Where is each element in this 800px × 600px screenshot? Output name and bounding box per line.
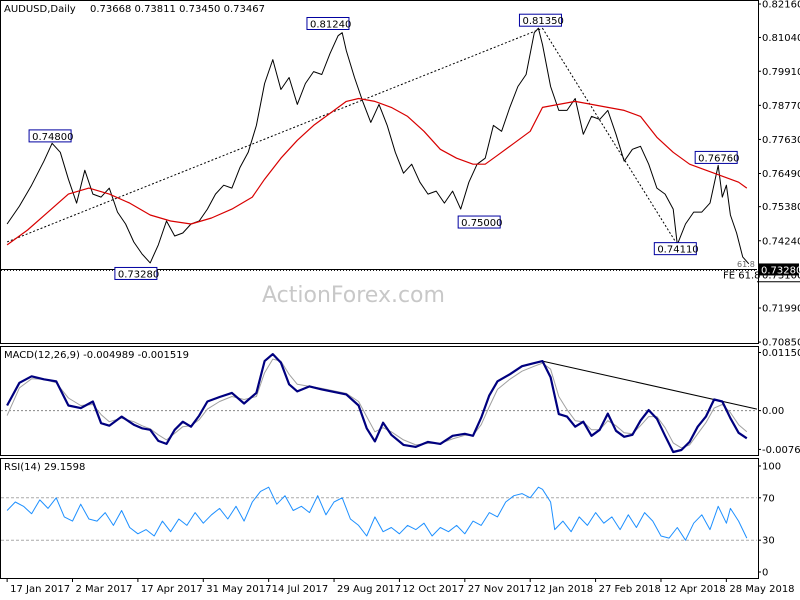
- annotation-label: 0.74800: [32, 132, 73, 143]
- macd-y-tick-label: 0.011508: [762, 348, 800, 359]
- rsi-y-tick-label: 30: [762, 536, 775, 547]
- annotation-label: 0.74110: [657, 245, 698, 256]
- macd-layer: 0.011508 0.00 -0.007694: [1, 348, 800, 456]
- price-y-tick-label: 0.76490: [762, 169, 800, 180]
- annotation-label: 0.76760: [698, 153, 739, 164]
- annotation-label: 0.73280: [118, 269, 159, 280]
- annotation-box: [694, 150, 738, 164]
- x-tick-label: 27 Nov 2017: [468, 584, 532, 595]
- price-y-tick-label: 0.77630: [762, 135, 800, 146]
- rsi-layer: 100 70 30 0: [1, 462, 781, 579]
- annotation-box: [518, 13, 562, 27]
- annotation-box: [457, 215, 501, 229]
- current-price-label: 0.73280: [761, 265, 800, 276]
- x-tick-label: 17 Jan 2017: [10, 584, 70, 595]
- price-y-tick-label: 0.78770: [762, 101, 800, 112]
- price-panel-frame: [0, 0, 759, 344]
- price-y-tick-label: 0.79910: [762, 67, 800, 78]
- trendline: [6, 27, 543, 243]
- price-y-tick-label: 0.70850: [762, 338, 800, 349]
- price-y-tick-label: 0.81040: [762, 33, 800, 44]
- rsi-line: [6, 486, 748, 541]
- price-y-tick-label: 0.73100: [762, 270, 800, 281]
- price-y-tick-label: 0.75380: [762, 202, 800, 213]
- rsi-y-tick-label: 0: [762, 568, 768, 579]
- annotation-label: 0.81350: [522, 16, 563, 27]
- macd-signal-line: [6, 358, 748, 449]
- macd-y-tick-label: -0.007694: [762, 445, 800, 456]
- rsi-y-tick-label: 100: [762, 462, 781, 473]
- moving-average-line: [6, 97, 748, 246]
- trendline: [542, 27, 678, 245]
- x-tick-label: 31 May 2017: [206, 584, 271, 595]
- fe-label: FE 61.8: [723, 271, 761, 282]
- watermark: ActionForex.com: [262, 283, 445, 308]
- macd-trendline: [542, 360, 758, 410]
- price-y-tick-label: 0.82160: [762, 0, 800, 10]
- rsi-panel-frame: [0, 458, 759, 579]
- x-tick-label: 27 Feb 2018: [599, 584, 661, 595]
- rsi-y-tick-label: 70: [762, 493, 775, 504]
- current-price-badge: [759, 263, 799, 276]
- macd-y-tick-label: 0.00: [762, 406, 784, 417]
- price-y-tick-label: 0.74240: [762, 236, 800, 247]
- price-header-symbol: AUDUSD,Daily: [4, 4, 76, 15]
- x-tick-label: 12 Apr 2018: [664, 584, 726, 595]
- macd-line: [6, 353, 748, 454]
- x-tick-label: 17 Apr 2017: [141, 584, 203, 595]
- x-tick-label: 29 Aug 2017: [337, 584, 401, 595]
- annotation-label: 0.75000: [461, 218, 502, 229]
- annotation-box: [28, 129, 72, 143]
- price-header-ohlc: 0.73668 0.73811 0.73450 0.73467: [90, 4, 265, 15]
- annotation-box: [653, 242, 697, 256]
- x-tick-label: 2 Mar 2017: [76, 584, 133, 595]
- fib-note: 61.8: [737, 260, 755, 269]
- annotation-box: [306, 16, 350, 30]
- x-tick-label: 14 Jul 2017: [272, 584, 329, 595]
- annotation-box: [114, 266, 158, 280]
- x-tick-label: 12 Jan 2018: [533, 584, 593, 595]
- annotation-label: 0.81240: [310, 19, 351, 30]
- price-y-tick-label: 0.71990: [762, 304, 800, 315]
- x-tick-label: 12 Oct 2017: [402, 584, 464, 595]
- price-layer: 0.82160 0.81040 0.79910 0.78770 0.77630 0.764…: [1, 0, 800, 349]
- macd-header: MACD(12,26,9) -0.004989 -0.001519: [4, 350, 189, 361]
- macd-panel-frame: [0, 346, 759, 456]
- x-axis: 17 Jan 2017 2 Mar 2017 17 Apr 2017 31 May 2…: [6, 578, 795, 595]
- x-tick-label: 28 May 2018: [729, 584, 794, 595]
- rsi-header: RSI(14) 29.1598: [4, 462, 85, 473]
- price-line: [6, 27, 750, 265]
